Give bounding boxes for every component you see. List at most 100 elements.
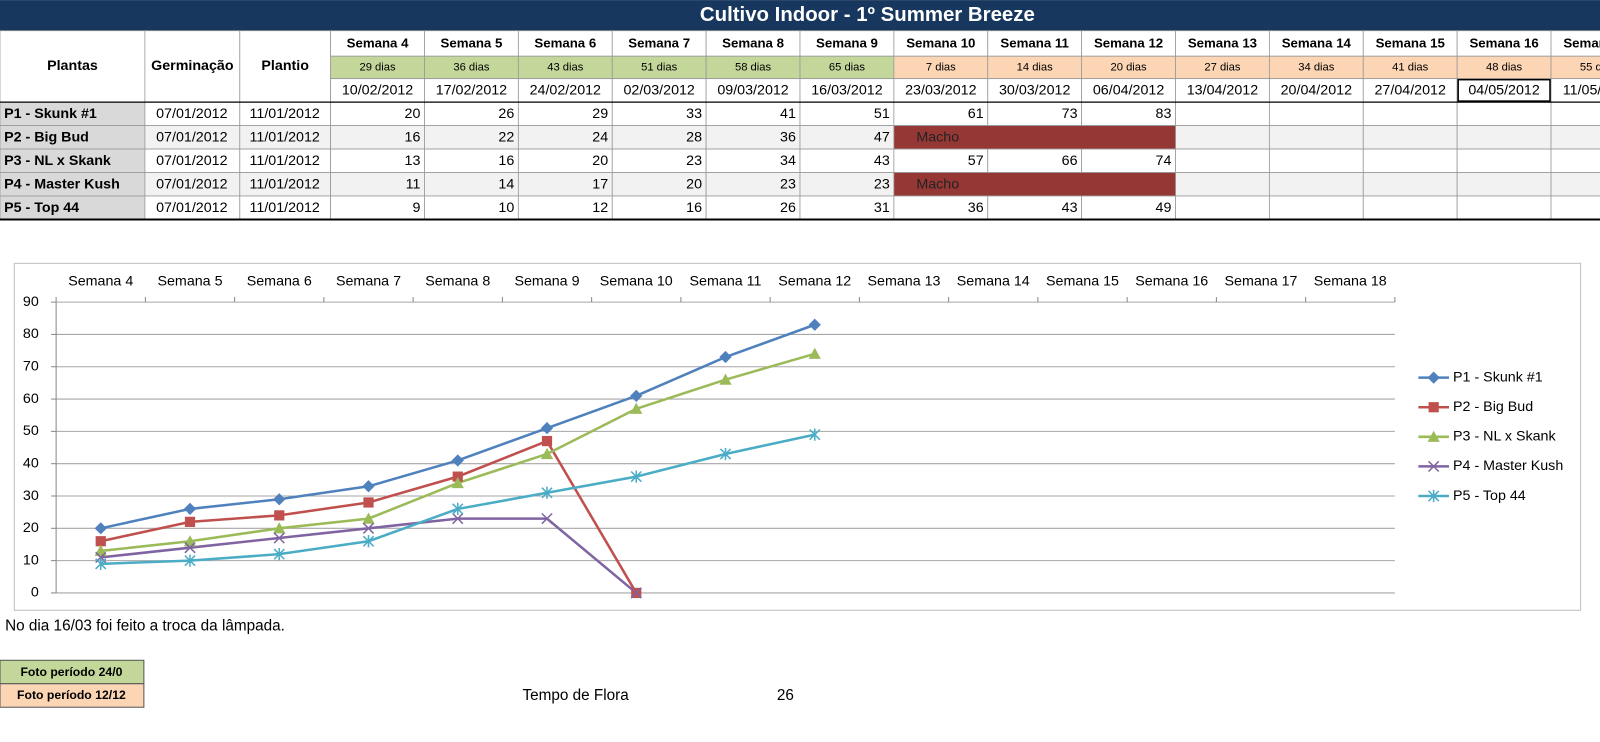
cell-value: 28 (686, 130, 702, 146)
data-point (183, 502, 197, 516)
y-tick-label: 50 (23, 423, 39, 439)
planting-date: 11/01/2012 (250, 106, 320, 122)
y-tick-label: 90 (23, 294, 39, 310)
value-cell (1175, 101, 1270, 126)
chart-area (13, 262, 1582, 611)
y-tick-label: 40 (23, 455, 39, 471)
date-label: 10/02/2012 (342, 83, 413, 99)
cell-value: 23 (874, 177, 890, 193)
value-cell (1456, 125, 1552, 150)
note: No dia 16/03 foi feito a troca da lâmpad… (5, 618, 285, 635)
data-point (273, 522, 286, 534)
days-label: 65 dias (829, 61, 866, 73)
cell-value: 20 (405, 106, 421, 122)
value-cell (1362, 195, 1458, 220)
data-point (362, 522, 375, 534)
flora-label: Tempo de Flora (522, 687, 629, 704)
date-label: 20/04/2012 (1281, 83, 1352, 99)
cell-value: 43 (1062, 200, 1078, 216)
data-point (719, 350, 732, 364)
x-tick-label: Semana 17 (1225, 273, 1298, 289)
data-point (362, 480, 375, 493)
week-header: Semana 8 (722, 35, 784, 50)
days-label: 51 dias (641, 61, 678, 73)
germination-date: 07/01/2012 (156, 177, 227, 193)
legend-label: P1 - Skunk #1 (1453, 369, 1543, 385)
data-point (274, 510, 285, 521)
cell-value: 13 (405, 153, 421, 169)
cell-value: 31 (874, 200, 890, 216)
week-cell (1456, 30, 1552, 57)
data-point (541, 486, 553, 499)
germination-date: 07/01/2012 (156, 106, 227, 122)
data-point (183, 535, 197, 547)
days-label: 43 dias (547, 61, 584, 73)
value-cell (1550, 172, 1600, 197)
planting-date: 11/01/2012 (250, 200, 320, 216)
days-label: 34 dias (1298, 61, 1335, 73)
date-label: 02/03/2012 (623, 83, 694, 99)
date-label: 04/05/2012 (1468, 83, 1539, 99)
value-cell (1550, 148, 1600, 173)
week-cell (705, 30, 801, 57)
x-tick-label: Semana 4 (68, 273, 133, 289)
legend-box-label: Foto período 24/0 (20, 665, 122, 679)
legend-label: P2 - Big Bud (1453, 399, 1533, 415)
value-cell (1268, 101, 1364, 126)
y-tick-label: 70 (23, 359, 39, 375)
plant-name: P4 - Master Kush (4, 177, 120, 193)
days-label: 27 dias (1204, 61, 1241, 73)
cell-value: 9 (412, 200, 420, 216)
week-header: Semana 10 (906, 35, 975, 50)
data-point (541, 512, 553, 525)
days-label: 7 dias (926, 61, 956, 73)
cell-value: 83 (1156, 106, 1172, 122)
data-point (273, 532, 285, 544)
legend-box-label: Foto período 12/12 (17, 688, 126, 702)
days-label: 58 dias (735, 61, 772, 73)
x-tick-label: Semana 5 (157, 273, 222, 289)
x-tick-label: Semana 14 (957, 273, 1030, 289)
y-tick-label: 10 (23, 552, 39, 568)
cell-value: 51 (874, 106, 890, 122)
value-cell (1268, 125, 1364, 150)
date-label: 30/03/2012 (999, 83, 1070, 99)
header-cell (239, 30, 332, 103)
date-label: 17/02/2012 (436, 83, 507, 99)
data-point (809, 428, 821, 441)
days-label: 36 dias (453, 61, 490, 73)
data-point (452, 502, 464, 516)
value-cell (1268, 195, 1364, 220)
value-cell (1456, 148, 1552, 173)
data-point (184, 516, 196, 527)
x-tick-label: Semana 10 (600, 273, 673, 289)
cell-value: 11 (406, 177, 421, 193)
date-label: 09/03/2012 (717, 83, 788, 99)
cell-value: 66 (1062, 153, 1078, 169)
cell-value: 16 (686, 200, 702, 216)
cell-value: 34 (780, 153, 796, 169)
legend-box (0, 683, 145, 708)
legend-marker (1428, 460, 1440, 473)
value-cell (1456, 195, 1552, 220)
week-cell (611, 30, 707, 57)
week-header: Semana 6 (534, 35, 596, 50)
week-header: Semana 7 (628, 35, 690, 50)
germination-date: 07/01/2012 (156, 153, 227, 169)
x-tick-label: Semana 9 (514, 273, 579, 289)
cell-value: 36 (780, 130, 796, 146)
cell-value: 20 (686, 177, 702, 193)
cell-value: 74 (1156, 153, 1172, 169)
value-cell (1175, 148, 1270, 173)
data-point (95, 536, 106, 547)
legend-marker (1427, 430, 1440, 442)
cell-value: 57 (968, 153, 984, 169)
week-header: Semana 15 (1376, 35, 1445, 50)
week-header: Semana 5 (440, 35, 502, 50)
days-label: 29 dias (359, 61, 396, 73)
data-point (808, 347, 821, 359)
cell-value: 73 (1062, 106, 1078, 122)
cell-value: 61 (968, 106, 984, 122)
x-tick-label: Semana 12 (778, 273, 851, 289)
x-tick-label: Semana 7 (336, 273, 401, 289)
